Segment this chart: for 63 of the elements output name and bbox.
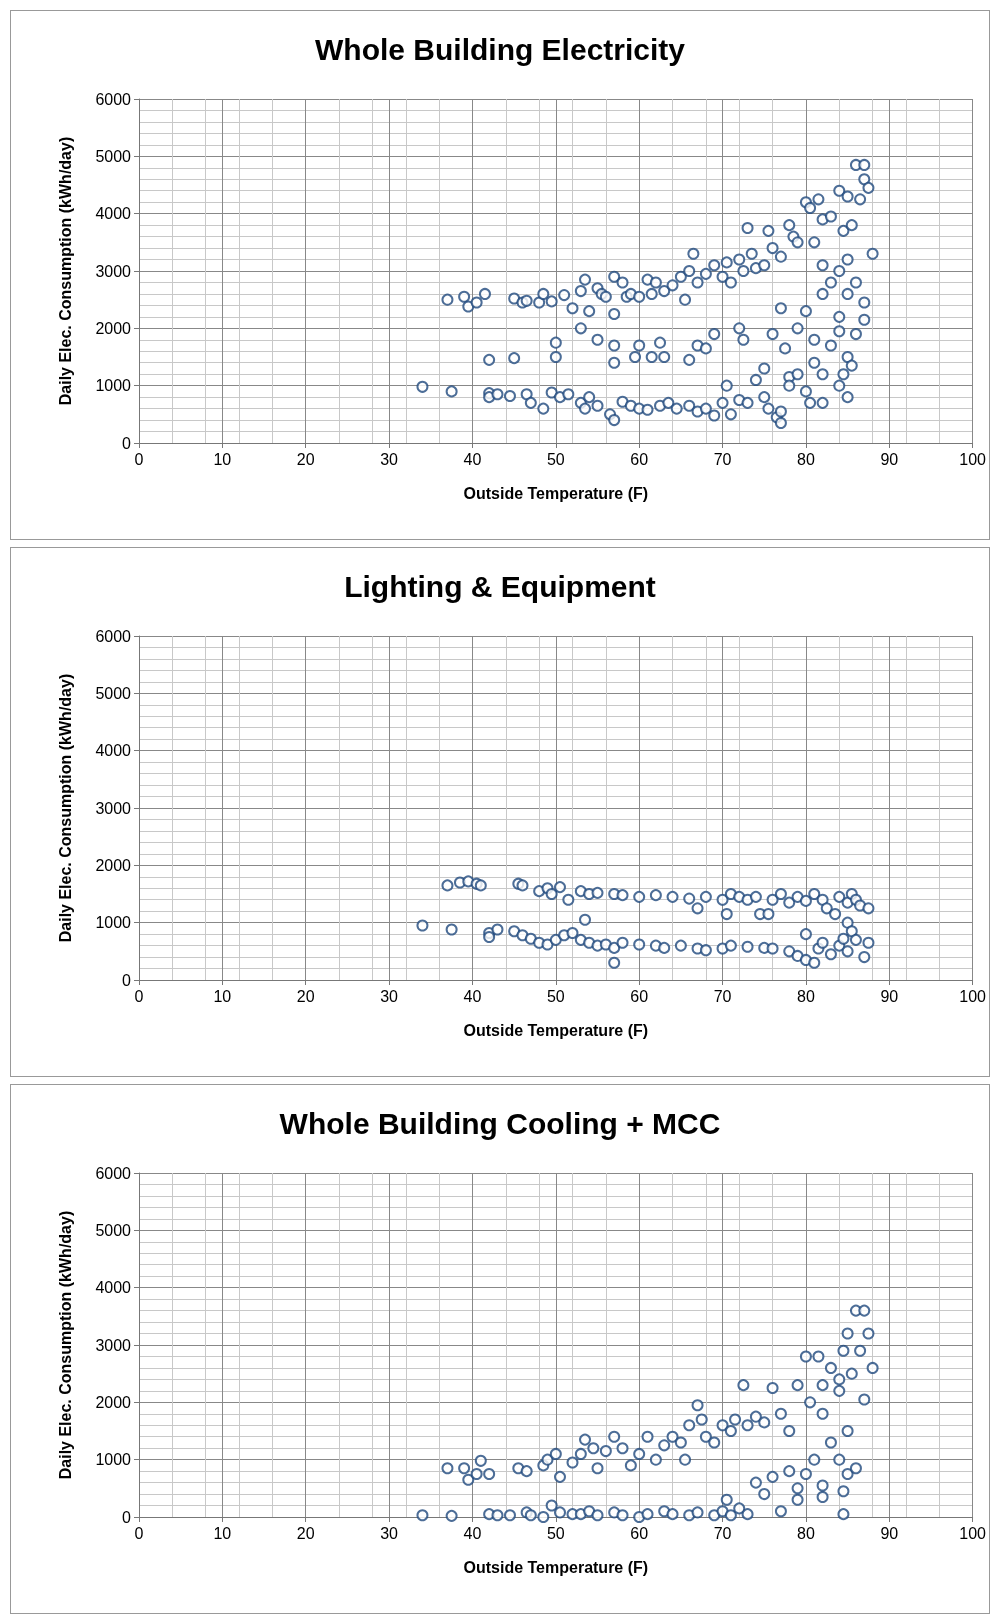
y-tick-label: 4000 — [95, 205, 132, 223]
y-tick-label: 4000 — [95, 1279, 132, 1297]
y-tick-label: 0 — [122, 1508, 132, 1526]
x-tick-label: 80 — [797, 1524, 815, 1542]
x-tick-label: 40 — [463, 450, 482, 468]
y-axis-title: Daily Elec. Consumption (kWh/day) — [56, 136, 74, 406]
y-axis-title: Daily Elec. Consumption (kWh/day) — [56, 673, 74, 943]
x-tick-label: 20 — [296, 987, 315, 1005]
x-tick-label: 40 — [463, 1524, 482, 1542]
x-tick-label: 30 — [380, 1524, 399, 1542]
x-tick-label: 0 — [134, 1524, 144, 1542]
x-axis-title: Outside Temperature (F) — [463, 1021, 649, 1039]
y-tick-label: 5000 — [95, 684, 132, 702]
x-tick-label: 0 — [134, 987, 144, 1005]
x-tick-label: 90 — [880, 450, 899, 468]
x-tick-label: 50 — [546, 987, 565, 1005]
y-tick-label: 6000 — [95, 90, 132, 108]
x-tick-label: 80 — [797, 987, 815, 1005]
x-tick-label: 40 — [463, 987, 482, 1005]
x-tick-label: 10 — [213, 1524, 232, 1542]
x-tick-label: 100 — [959, 450, 987, 468]
x-tick-label: 30 — [380, 987, 399, 1005]
chart-title: Whole Building Electricity — [314, 32, 686, 66]
y-tick-label: 2000 — [95, 319, 132, 337]
x-tick-label: 10 — [213, 987, 232, 1005]
y-tick-label: 6000 — [95, 1164, 132, 1182]
y-tick-label: 4000 — [95, 742, 132, 760]
y-tick-label: 3000 — [95, 799, 132, 817]
x-tick-label: 20 — [296, 1524, 315, 1542]
x-tick-label: 10 — [213, 450, 232, 468]
x-tick-label: 100 — [959, 987, 987, 1005]
x-tick-label: 80 — [797, 450, 815, 468]
y-tick-label: 1000 — [95, 1451, 132, 1469]
y-tick-label: 1000 — [95, 914, 132, 932]
y-tick-label: 5000 — [95, 147, 132, 165]
y-tick-label: 3000 — [95, 262, 132, 280]
y-axis-title: Daily Elec. Consumption (kWh/day) — [56, 1210, 74, 1480]
chart-title: Lighting & Equipment — [344, 569, 656, 603]
x-axis-title: Outside Temperature (F) — [463, 1558, 649, 1576]
x-tick-label: 30 — [380, 450, 399, 468]
y-tick-label: 2000 — [95, 1393, 132, 1411]
y-tick-label: 0 — [122, 971, 132, 989]
x-tick-label: 20 — [296, 450, 315, 468]
x-tick-label: 70 — [713, 450, 732, 468]
y-tick-label: 2000 — [95, 856, 132, 874]
x-tick-label: 70 — [713, 1524, 732, 1542]
x-tick-label: 60 — [630, 987, 649, 1005]
x-tick-label: 90 — [880, 987, 899, 1005]
x-tick-label: 60 — [630, 450, 649, 468]
x-tick-label: 100 — [959, 1524, 987, 1542]
y-tick-label: 1000 — [95, 377, 132, 395]
y-tick-label: 0 — [122, 434, 132, 452]
x-tick-label: 0 — [134, 450, 144, 468]
y-tick-label: 3000 — [95, 1336, 132, 1354]
x-tick-label: 70 — [713, 987, 732, 1005]
x-tick-label: 90 — [880, 1524, 899, 1542]
y-tick-label: 5000 — [95, 1221, 132, 1239]
x-tick-label: 50 — [546, 450, 565, 468]
chart-title: Whole Building Cooling + MCC — [279, 1106, 721, 1140]
x-axis-title: Outside Temperature (F) — [463, 484, 649, 502]
y-tick-label: 6000 — [95, 627, 132, 645]
x-tick-label: 50 — [546, 1524, 565, 1542]
x-tick-label: 60 — [630, 1524, 649, 1542]
